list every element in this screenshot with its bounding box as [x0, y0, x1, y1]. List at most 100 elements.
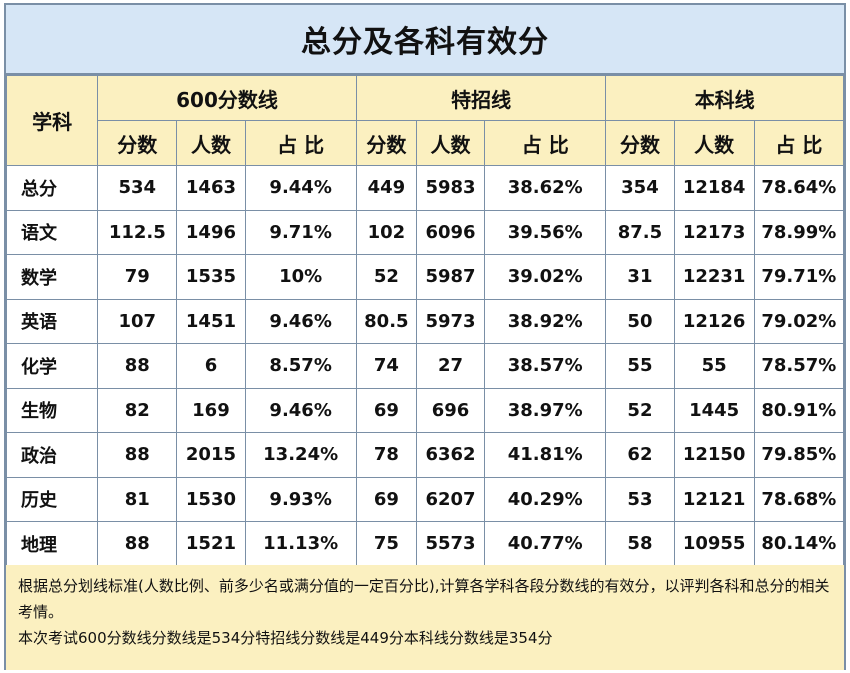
count-cell: 1445	[673, 387, 755, 433]
ratio-cell: 11.13%	[244, 521, 357, 567]
count-cell: 1496	[176, 209, 246, 255]
table-row: 历史 81 1530 9.93% 69 6207 40.29% 53 12121…	[5, 476, 845, 522]
ratio-cell: 40.77%	[484, 521, 607, 567]
header-group-special: 特招线	[355, 75, 607, 121]
ratio-cell: 78.64%	[753, 165, 845, 211]
subject-cell: 语文	[5, 209, 99, 255]
count-cell: 1521	[176, 521, 246, 567]
table-row: 化学 88 6 8.57% 74 27 38.57% 55 55 78.57%	[5, 343, 845, 389]
header-score: 分数	[355, 120, 417, 166]
ratio-cell: 79.85%	[753, 432, 845, 478]
score-cell: 354	[605, 165, 675, 211]
score-cell: 102	[355, 209, 417, 255]
score-sheet: 总分及各科有效分 学科 600分数线 特招线 本科线 分数 人数 占 比 分数 …	[4, 3, 846, 670]
score-cell: 449	[355, 165, 417, 211]
score-cell: 78	[355, 432, 417, 478]
subject-cell: 化学	[5, 343, 99, 389]
ratio-cell: 39.56%	[484, 209, 607, 255]
header-group-600: 600分数线	[97, 75, 357, 121]
ratio-cell: 78.57%	[753, 343, 845, 389]
table-row: 数学 79 1535 10% 52 5987 39.02% 31 12231 7…	[5, 254, 845, 300]
header-score: 分数	[605, 120, 675, 166]
footnote: 根据总分划线标准(人数比例、前多少名或满分值的一定百分比),计算各学科各段分数线…	[6, 565, 844, 670]
ratio-cell: 40.29%	[484, 476, 607, 522]
ratio-cell: 79.02%	[753, 298, 845, 344]
ratio-cell: 38.97%	[484, 387, 607, 433]
score-cell: 55	[605, 343, 675, 389]
table-row: 英语 107 1451 9.46% 80.5 5973 38.92% 50 12…	[5, 298, 845, 344]
score-cell: 75	[355, 521, 417, 567]
ratio-cell: 79.71%	[753, 254, 845, 300]
ratio-cell: 9.44%	[244, 165, 357, 211]
score-cell: 69	[355, 387, 417, 433]
count-cell: 5987	[415, 254, 486, 300]
ratio-cell: 13.24%	[244, 432, 357, 478]
score-cell: 81	[97, 476, 178, 522]
footnote-cutoffs: 本次考试600分数线分数线是534分特招线分数线是449分本科线分数线是354分	[18, 629, 553, 647]
count-cell: 2015	[176, 432, 246, 478]
ratio-cell: 10%	[244, 254, 357, 300]
count-cell: 6	[176, 343, 246, 389]
count-cell: 1451	[176, 298, 246, 344]
table-row: 总分 534 1463 9.44% 449 5983 38.62% 354 12…	[5, 165, 845, 211]
count-cell: 1530	[176, 476, 246, 522]
header-ratio: 占 比	[244, 120, 357, 166]
count-cell: 1535	[176, 254, 246, 300]
count-cell: 6362	[415, 432, 486, 478]
count-cell: 12173	[673, 209, 755, 255]
table-row: 地理 88 1521 11.13% 75 5573 40.77% 58 1095…	[5, 521, 845, 567]
count-cell: 27	[415, 343, 486, 389]
subject-cell: 总分	[5, 165, 99, 211]
subject-cell: 生物	[5, 387, 99, 433]
footnote-method: 根据总分划线标准(人数比例、前多少名或满分值的一定百分比),计算各学科各段分数线…	[18, 577, 830, 621]
header-count: 人数	[176, 120, 246, 166]
subject-cell: 数学	[5, 254, 99, 300]
score-cell: 52	[355, 254, 417, 300]
score-cell: 534	[97, 165, 178, 211]
count-cell: 5983	[415, 165, 486, 211]
score-cell: 79	[97, 254, 178, 300]
table-row: 政治 88 2015 13.24% 78 6362 41.81% 62 1215…	[5, 432, 845, 478]
score-cell: 88	[97, 521, 178, 567]
score-cell: 112.5	[97, 209, 178, 255]
subject-cell: 地理	[5, 521, 99, 567]
count-cell: 5973	[415, 298, 486, 344]
score-cell: 82	[97, 387, 178, 433]
count-cell: 12150	[673, 432, 755, 478]
score-cell: 31	[605, 254, 675, 300]
count-cell: 12184	[673, 165, 755, 211]
score-cell: 52	[605, 387, 675, 433]
ratio-cell: 80.14%	[753, 521, 845, 567]
ratio-cell: 8.57%	[244, 343, 357, 389]
header-count: 人数	[415, 120, 486, 166]
score-cell: 69	[355, 476, 417, 522]
count-cell: 55	[673, 343, 755, 389]
score-cell: 50	[605, 298, 675, 344]
count-cell: 6096	[415, 209, 486, 255]
score-cell: 87.5	[605, 209, 675, 255]
ratio-cell: 9.71%	[244, 209, 357, 255]
ratio-cell: 38.62%	[484, 165, 607, 211]
score-cell: 53	[605, 476, 675, 522]
ratio-cell: 9.46%	[244, 387, 357, 433]
score-cell: 74	[355, 343, 417, 389]
table-row: 生物 82 169 9.46% 69 696 38.97% 52 1445 80…	[5, 387, 845, 433]
ratio-cell: 9.46%	[244, 298, 357, 344]
score-cell: 88	[97, 432, 178, 478]
header-subject: 学科	[5, 75, 99, 166]
ratio-cell: 41.81%	[484, 432, 607, 478]
count-cell: 12126	[673, 298, 755, 344]
score-cell: 88	[97, 343, 178, 389]
subject-cell: 英语	[5, 298, 99, 344]
count-cell: 696	[415, 387, 486, 433]
count-cell: 12121	[673, 476, 755, 522]
header-ratio: 占 比	[753, 120, 845, 166]
table-row: 语文 112.5 1496 9.71% 102 6096 39.56% 87.5…	[5, 209, 845, 255]
header-score: 分数	[97, 120, 178, 166]
score-cell: 62	[605, 432, 675, 478]
ratio-cell: 78.68%	[753, 476, 845, 522]
count-cell: 6207	[415, 476, 486, 522]
subject-cell: 历史	[5, 476, 99, 522]
score-cell: 80.5	[355, 298, 417, 344]
ratio-cell: 39.02%	[484, 254, 607, 300]
